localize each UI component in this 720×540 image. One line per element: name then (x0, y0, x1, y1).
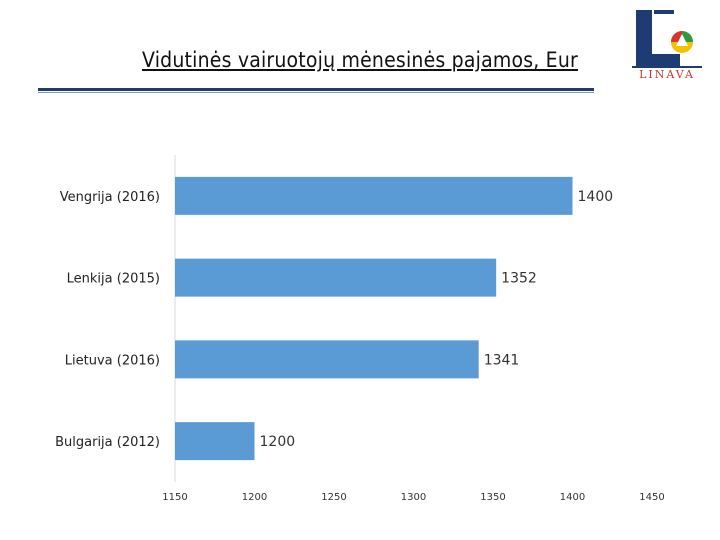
data-label: 1352 (501, 271, 537, 287)
x-tick-label: 1250 (321, 492, 346, 503)
title-underline-rule-thin (38, 92, 594, 93)
data-label: 1341 (484, 352, 520, 368)
category-label: Vengrija (2016) (60, 190, 160, 205)
logo-wordmark: LINAVA (632, 66, 702, 81)
x-tick-label: 1150 (162, 492, 187, 503)
x-tick-label: 1300 (401, 492, 426, 503)
x-tick-label: 1450 (639, 492, 664, 503)
category-label: Lenkija (2015) (67, 272, 160, 287)
bar (175, 176, 573, 215)
linava-logo-icon (632, 8, 708, 80)
bar (175, 422, 255, 461)
x-tick-label: 1350 (480, 492, 505, 503)
bar (175, 340, 479, 379)
data-label: 1400 (578, 189, 614, 205)
bar (175, 258, 497, 297)
x-tick-label: 1400 (560, 492, 585, 503)
category-label: Lietuva (2016) (65, 353, 160, 368)
category-label: Bulgarija (2012) (55, 435, 160, 450)
chart-title: Vidutinės vairuotojų mėnesinės pajamos, … (142, 48, 578, 72)
data-label: 1200 (260, 434, 296, 450)
x-tick-label: 1200 (242, 492, 267, 503)
title-underline-rule (38, 88, 594, 91)
